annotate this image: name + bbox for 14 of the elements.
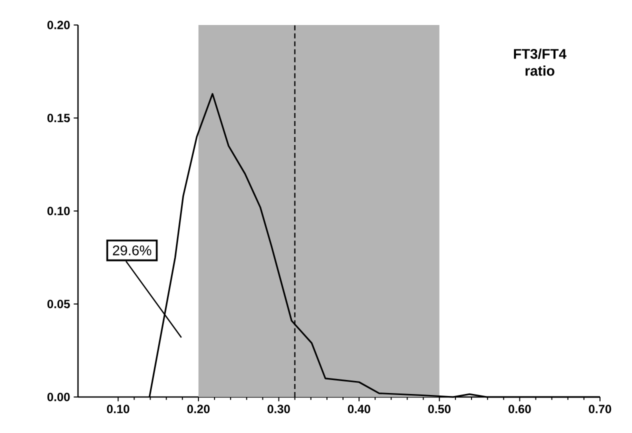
y-tick-label: 0.05: [47, 300, 70, 308]
x-tick-label: 0.70: [588, 404, 612, 414]
x-tick-label: 0.40: [348, 404, 370, 414]
x-tick-label: 0.20: [187, 404, 210, 414]
y-tick-label: 0.00: [47, 392, 70, 402]
annotation: 29.6%: [112, 245, 152, 256]
x-tick-label: 0.50: [428, 404, 451, 414]
y-tick-label: 0.10: [47, 206, 70, 216]
x-tick-label: 0.10: [106, 404, 130, 414]
y-tick-label: 0.20: [47, 20, 70, 30]
x-tick-label: 0.30: [268, 404, 290, 414]
text: FT3/FT4 ratio: [514, 48, 566, 76]
y-tick-label: 0.15: [47, 114, 70, 122]
x-tick-label: 0.60: [508, 404, 531, 414]
